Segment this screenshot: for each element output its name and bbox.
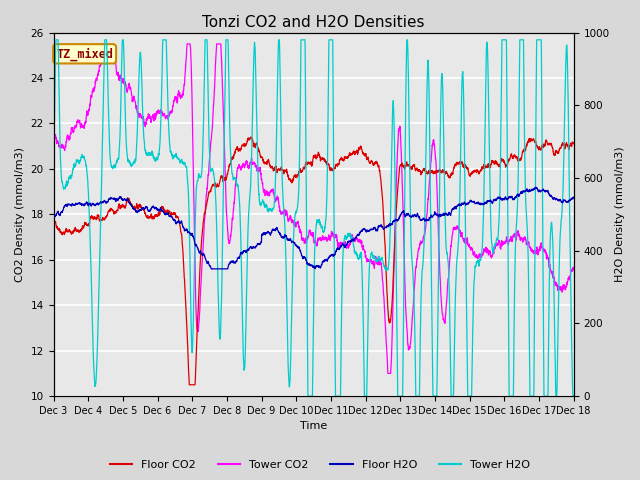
Text: TZ_mixed: TZ_mixed bbox=[56, 47, 113, 60]
Y-axis label: H2O Density (mmol/m3): H2O Density (mmol/m3) bbox=[615, 146, 625, 282]
Legend: Floor CO2, Tower CO2, Floor H2O, Tower H2O: Floor CO2, Tower CO2, Floor H2O, Tower H… bbox=[105, 456, 535, 474]
Title: Tonzi CO2 and H2O Densities: Tonzi CO2 and H2O Densities bbox=[202, 15, 425, 30]
X-axis label: Time: Time bbox=[300, 421, 327, 432]
Y-axis label: CO2 Density (mmol/m3): CO2 Density (mmol/m3) bbox=[15, 147, 25, 282]
